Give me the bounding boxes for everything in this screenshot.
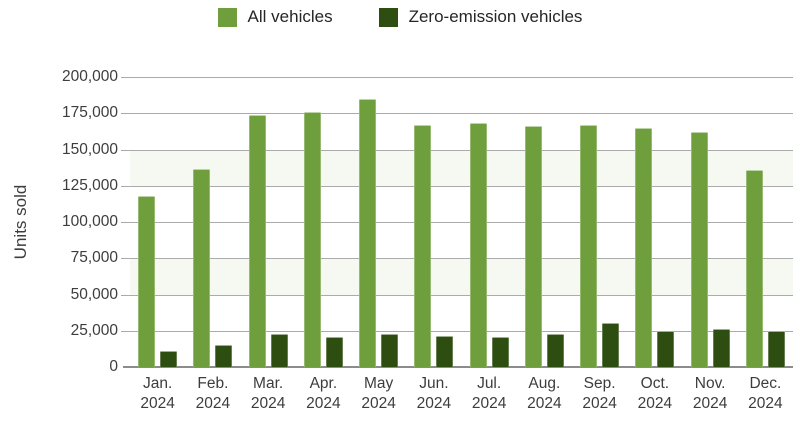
x-tick-label: Jul. 2024 (471, 375, 507, 412)
all-vehicles-bar-aug (524, 126, 542, 367)
x-tick-label: Feb. 2024 (195, 375, 231, 412)
y-tick-label: 125,000 (61, 176, 118, 194)
all-vehicles-bar-jul (469, 123, 487, 367)
zev-bar-sep (602, 322, 620, 367)
y-tick-label: 0 (109, 358, 118, 375)
all-vehicles-bar-may (359, 98, 377, 367)
zev-bar-oct (657, 330, 675, 367)
x-tick-label: Dec. 2024 (748, 375, 783, 412)
x-tick-label: Apr. 2024 (306, 375, 341, 412)
all-vehicles-bar-dec (745, 169, 763, 367)
y-tick-mark (121, 149, 130, 151)
all-vehicles-swatch (217, 7, 237, 27)
y-tick-label: 200,000 (61, 68, 118, 85)
legend-item-zero-emission-vehicles: Zero-emission vehicles (378, 7, 583, 27)
zev-bar-may (381, 334, 399, 367)
legend-label: All vehicles (247, 7, 333, 26)
zev-bar-aug (546, 333, 564, 367)
gridline (130, 77, 793, 78)
background-band (130, 149, 793, 186)
x-axis-line (123, 366, 793, 368)
y-axis-tick-labels: 0 25,000 50,000 75,000 100,000 125,000 150,000… (0, 47, 118, 375)
gridline (130, 294, 793, 296)
gridline (130, 258, 793, 260)
zev-bar-jan (160, 351, 178, 367)
zev-bar-mar (270, 333, 288, 367)
y-tick-mark (121, 77, 130, 78)
x-tick-label: Jun. 2024 (416, 375, 452, 412)
y-tick-label: 150,000 (61, 140, 118, 158)
x-tick-label: Mar. 2024 (250, 375, 286, 412)
zev-bar-feb (215, 345, 233, 367)
y-tick-label: 75,000 (70, 249, 118, 267)
y-tick-mark (121, 185, 130, 187)
all-vehicles-bar-feb (193, 169, 211, 367)
all-vehicles-bar-sep (580, 124, 598, 367)
gridline (130, 113, 793, 115)
all-vehicles-bar-nov (690, 132, 708, 367)
x-tick-label: Sep. 2024 (582, 375, 617, 412)
all-vehicles-bar-oct (635, 128, 653, 367)
x-axis-tick-labels: Jan. 2024 Feb. 2024 Mar. 2024 Apr. 2024 May 2024 J… (130, 374, 793, 418)
y-tick-label: 175,000 (61, 104, 118, 122)
gridline (130, 330, 793, 332)
zev-bar-dec (767, 331, 785, 367)
gridline (130, 222, 793, 223)
y-tick-mark (121, 258, 130, 260)
all-vehicles-bar-jun (414, 124, 432, 367)
background-band (130, 258, 793, 295)
zev-bar-apr (325, 337, 343, 367)
zero-emission-vehicles-swatch (378, 7, 398, 27)
all-vehicles-bar-apr (303, 111, 321, 367)
legend: All vehicles Zero-emission vehicles (0, 7, 800, 27)
zev-bar-jul (491, 336, 509, 367)
y-tick-mark (121, 113, 130, 115)
y-tick-mark (121, 330, 130, 332)
zev-bar-jun (436, 335, 454, 367)
gridline (130, 185, 793, 187)
y-tick-mark (121, 294, 130, 296)
zev-bar-nov (712, 328, 730, 367)
y-tick-label: 50,000 (70, 285, 118, 303)
x-tick-label: Nov. 2024 (692, 375, 728, 412)
x-tick-label: May 2024 (361, 375, 396, 412)
legend-item-all-vehicles: All vehicles (217, 7, 333, 27)
x-tick-label: Jan. 2024 (140, 375, 175, 412)
all-vehicles-bar-mar (248, 114, 266, 367)
all-vehicles-bar-jan (138, 195, 156, 367)
legend-label: Zero-emission vehicles (408, 7, 583, 26)
x-tick-label: Aug. 2024 (527, 375, 562, 412)
gridline (130, 149, 793, 151)
y-tick-mark (121, 222, 130, 223)
y-tick-label: 25,000 (70, 321, 118, 339)
x-tick-label: Oct. 2024 (637, 375, 673, 412)
plot-area (121, 47, 793, 368)
y-tick-label: 100,000 (61, 213, 118, 230)
